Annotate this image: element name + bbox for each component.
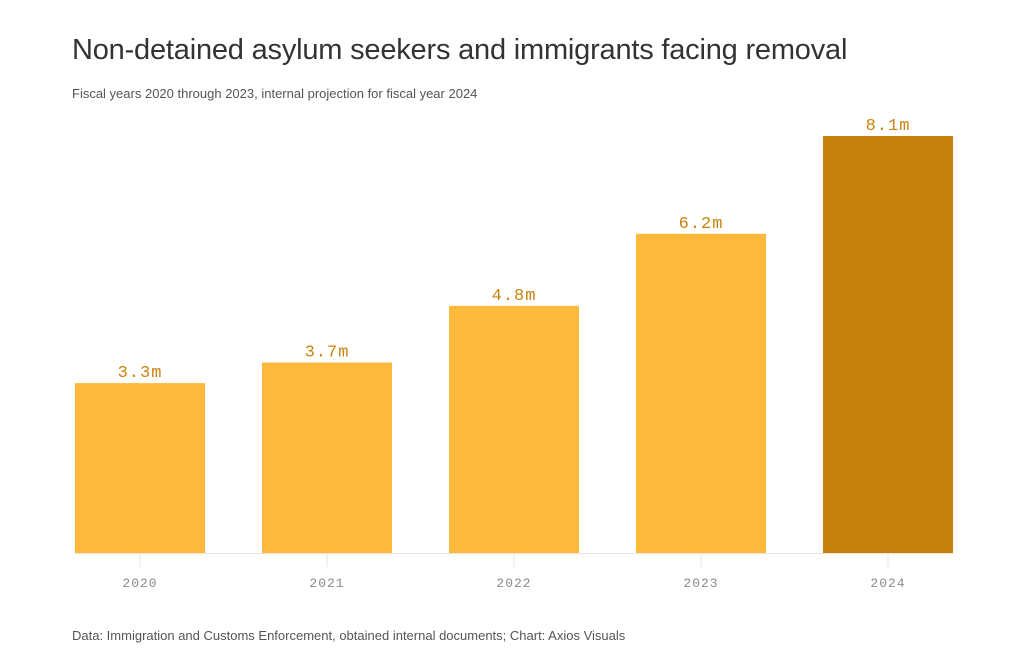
data-labels-group: 3.3m 3.7m 4.8m 6.2m 8.1m [118,117,911,383]
tick-label-2024: 2024 [870,576,905,591]
bar-2023 [636,233,766,553]
bars-group [75,136,953,553]
tick-label-2022: 2022 [496,576,531,591]
data-label-2023: 6.2m [679,215,724,234]
chart-subtitle: Fiscal years 2020 through 2023, internal… [72,86,478,101]
data-label-2020: 3.3m [118,364,163,383]
x-axis-ticks: 2020 2021 2022 2023 2024 [122,554,905,591]
source-note: Data: Immigration and Customs Enforcemen… [72,628,626,643]
bar-2022 [449,305,579,553]
tick-label-2021: 2021 [309,576,344,591]
data-label-2021: 3.7m [305,344,350,363]
chart-title: Non-detained asylum seekers and immigran… [72,34,848,66]
bar-2020 [75,383,205,553]
tick-label-2020: 2020 [122,576,157,591]
tick-label-2023: 2023 [683,576,718,591]
bar-2024 [823,136,953,553]
data-label-2022: 4.8m [492,287,537,306]
bar-2021 [262,362,392,553]
data-label-2024: 8.1m [866,117,911,136]
